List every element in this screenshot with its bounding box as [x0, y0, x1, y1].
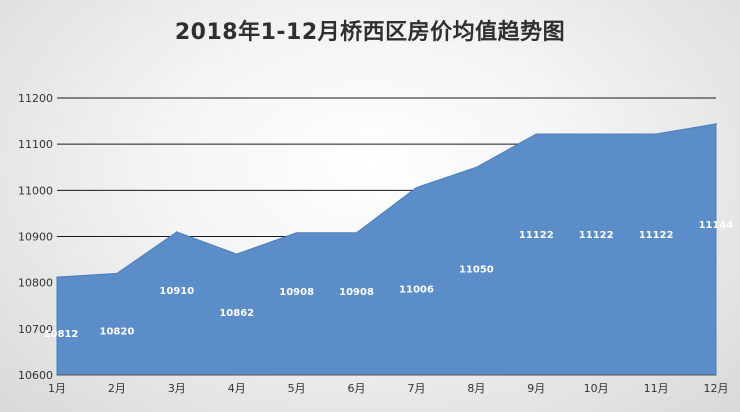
x-tick-label: 5月	[288, 382, 306, 395]
x-tick-label: 7月	[407, 382, 425, 395]
y-tick-label: 11100	[18, 138, 53, 151]
x-tick-label: 11月	[644, 382, 669, 395]
x-tick-label: 8月	[467, 382, 485, 395]
data-point	[116, 272, 118, 275]
y-tick-label: 11200	[18, 92, 53, 105]
x-tick-label: 12月	[704, 382, 729, 395]
data-label: 10820	[100, 326, 135, 337]
data-label: 11006	[399, 285, 434, 296]
y-tick-label: 11000	[18, 184, 53, 197]
y-tick-label: 10600	[18, 369, 53, 382]
data-point	[655, 133, 657, 135]
data-point	[535, 133, 538, 135]
series-area	[56, 123, 717, 376]
data-point	[176, 231, 178, 233]
y-tick-label: 10700	[18, 323, 53, 336]
x-tick-label: 6月	[348, 382, 366, 395]
data-label: 11122	[639, 230, 674, 241]
data-label: 10862	[219, 308, 254, 319]
x-tick-label: 3月	[168, 382, 186, 395]
data-point	[235, 253, 238, 255]
x-tick-label: 10月	[584, 382, 609, 395]
chart-title: 2018年1-12月桥西区房价均值趋势图	[174, 20, 566, 45]
y-tick-label: 10800	[18, 277, 53, 290]
x-tick-label: 1月	[48, 382, 66, 395]
x-tick-label: 2月	[108, 382, 126, 395]
data-label: 10812	[44, 329, 79, 340]
data-label: 11122	[519, 230, 554, 241]
data-point	[475, 166, 478, 169]
data-label: 11144	[699, 220, 734, 231]
data-label: 10908	[339, 287, 374, 298]
data-point	[56, 276, 58, 278]
data-label: 10908	[279, 287, 314, 298]
data-label: 11122	[579, 230, 614, 241]
data-point	[715, 123, 717, 125]
data-point	[415, 186, 418, 189]
x-tick-label: 4月	[228, 382, 246, 395]
x-tick-label: 9月	[527, 382, 545, 395]
data-point	[295, 232, 298, 234]
data-label: 11050	[459, 264, 494, 275]
y-tick-label: 10900	[18, 231, 53, 244]
data-point	[595, 133, 597, 135]
data-point	[355, 232, 358, 234]
data-label: 10910	[159, 286, 194, 297]
